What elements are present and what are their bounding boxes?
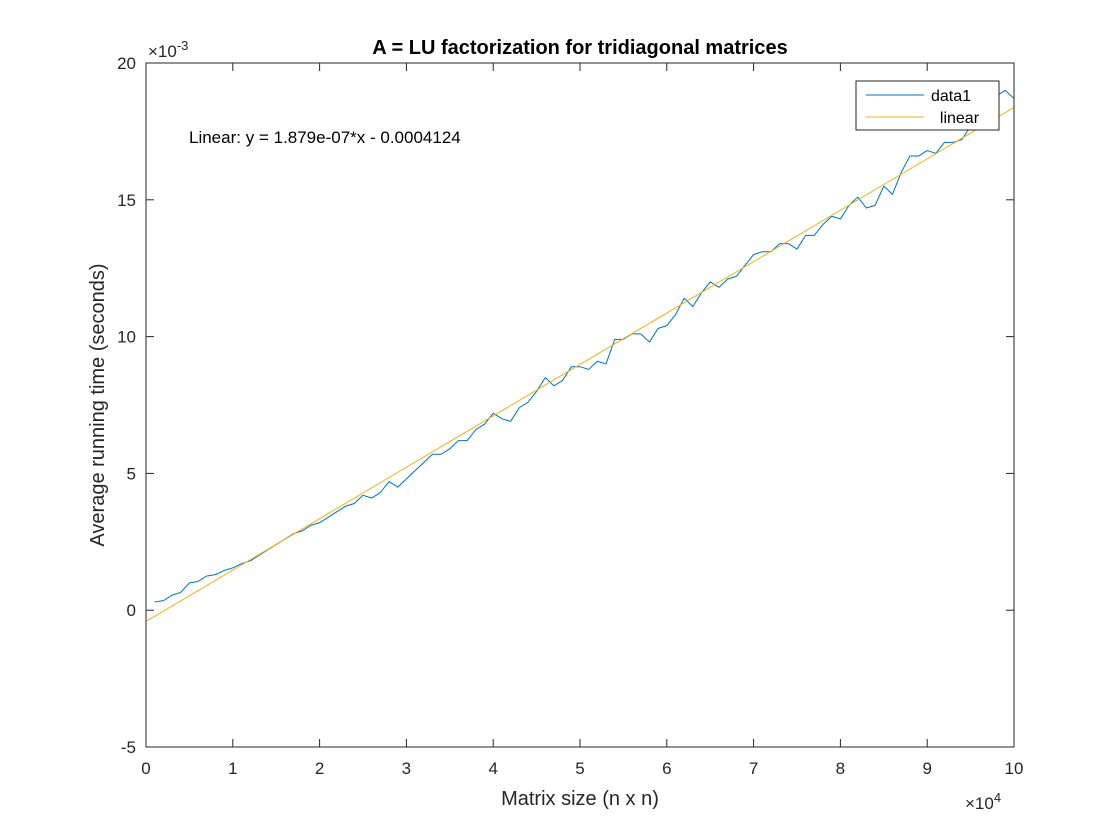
y-exponent-label: ×10-3 <box>148 38 188 61</box>
x-tick-label: 7 <box>749 759 758 778</box>
y-tick-label: 5 <box>127 464 136 483</box>
y-axis-label: Average running time (seconds) <box>87 263 109 546</box>
y-tick-label: 10 <box>117 328 136 347</box>
x-tick-label: 6 <box>662 759 671 778</box>
legend-label-linear: linear <box>931 110 980 127</box>
x-tick-label: 2 <box>315 759 324 778</box>
y-tick-label: -5 <box>121 738 136 757</box>
x-tick-labels: 0 1 2 3 4 5 6 7 8 9 10 <box>141 759 1023 778</box>
axes-box <box>145 62 1015 748</box>
chart-title: A = LU factorization for tridiagonal mat… <box>372 37 787 59</box>
series-line-linear <box>145 106 1015 622</box>
y-tick-labels: -5 0 5 10 15 20 <box>117 54 136 757</box>
y-tick-label: 15 <box>117 191 136 210</box>
legend: data1 linear <box>855 80 1000 131</box>
x-tick-label: 5 <box>575 759 584 778</box>
series-line-data1 <box>154 89 1015 603</box>
x-tick-label: 10 <box>1005 759 1024 778</box>
x-exponent-label: ×104 <box>965 790 1001 813</box>
x-axis-label: Matrix size (n x n) <box>501 788 659 810</box>
x-tick-label: 1 <box>228 759 237 778</box>
y-tick-label: 20 <box>117 54 136 73</box>
x-tick-label: 4 <box>488 759 497 778</box>
x-tick-label: 3 <box>402 759 411 778</box>
y-tick-label: 0 <box>127 601 136 620</box>
fit-equation-annotation: Linear: y = 1.879e-07*x - 0.0004124 <box>189 128 461 147</box>
plot-area <box>146 63 1014 747</box>
x-tick-label: 0 <box>141 759 150 778</box>
series-layer <box>145 89 1015 622</box>
legend-label-data1: data1 <box>931 88 971 105</box>
x-tick-label: 9 <box>922 759 931 778</box>
x-tick-label: 8 <box>836 759 845 778</box>
legend-box <box>855 80 1000 131</box>
